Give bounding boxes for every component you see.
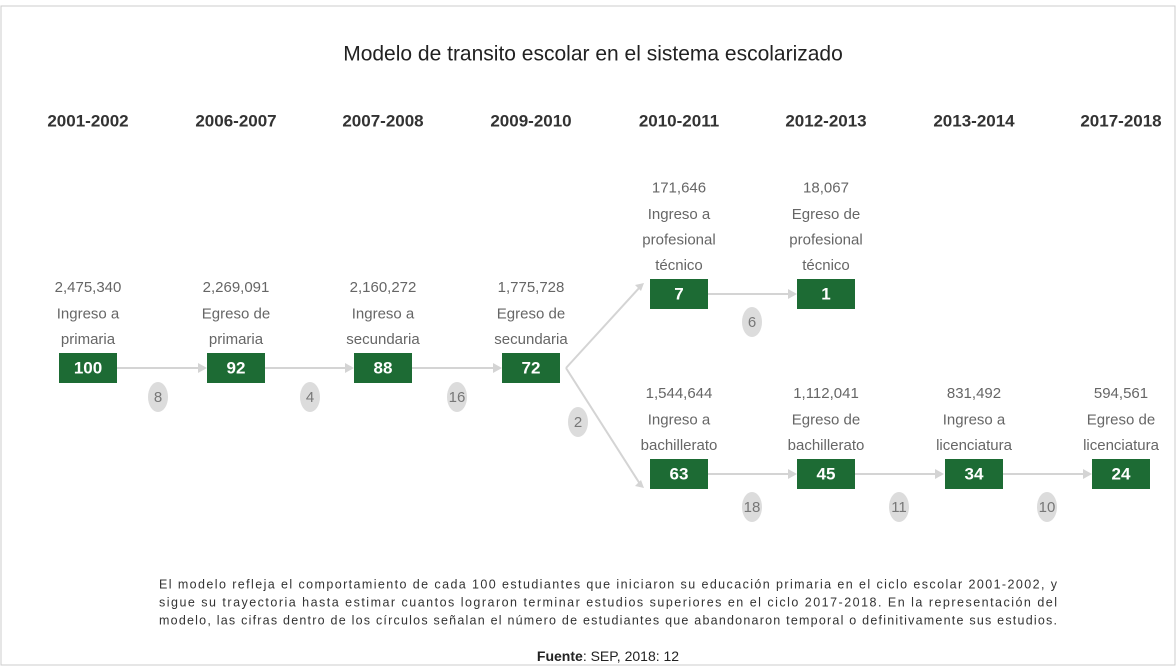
count: 171,646 <box>652 179 706 196</box>
value-box <box>797 279 855 309</box>
count: 1,112,041 <box>793 385 859 402</box>
label: licenciatura <box>1083 437 1160 454</box>
value-box <box>945 459 1003 489</box>
year: 2001-2002 <box>47 111 128 130</box>
arrowheads <box>198 283 1092 488</box>
label: profesional <box>642 231 715 248</box>
dropout-circle <box>742 307 762 337</box>
value: 1 <box>821 284 830 303</box>
dropout-circle <box>300 382 320 412</box>
value: 24 <box>1112 464 1131 483</box>
year: 2006-2007 <box>195 111 276 130</box>
dropout: 4 <box>306 389 314 406</box>
label: Egreso de <box>202 305 270 322</box>
value-box <box>502 353 560 383</box>
count: 1,544,644 <box>646 385 713 402</box>
value-box <box>1092 459 1150 489</box>
count: 2,269,091 <box>203 279 270 296</box>
label: bachillerato <box>641 437 718 454</box>
dropout-circle <box>148 382 168 412</box>
value: 34 <box>965 464 984 483</box>
dropout: 18 <box>744 499 761 516</box>
value-box <box>650 459 708 489</box>
label: primaria <box>209 331 264 348</box>
dropout: 16 <box>449 389 466 406</box>
dropout: 8 <box>154 389 162 406</box>
label: Ingreso a <box>943 411 1006 428</box>
value: 63 <box>670 464 689 483</box>
year: 2013-2014 <box>933 111 1015 130</box>
dropout-circle <box>568 407 588 437</box>
value-box <box>797 459 855 489</box>
label: secundaria <box>346 331 420 348</box>
label: Egreso de <box>792 206 860 223</box>
dropout-circle <box>1037 492 1057 522</box>
value-box <box>650 279 708 309</box>
dropout-circle <box>447 382 467 412</box>
note: El modelo refleja el comportamiento de c… <box>159 577 1058 591</box>
source: Fuente: SEP, 2018: 12 <box>537 648 679 664</box>
dropout-circle <box>889 492 909 522</box>
label: Ingreso a <box>648 206 711 223</box>
year: 2009-2010 <box>490 111 571 130</box>
label: bachillerato <box>788 437 865 454</box>
value: 100 <box>74 358 102 377</box>
year: 2017-2018 <box>1080 111 1161 130</box>
source-text: : SEP, 2018: 12 <box>583 648 679 664</box>
year: 2007-2008 <box>342 111 423 130</box>
label: Egreso de <box>792 411 860 428</box>
note: modelo, las cifras dentro de los círculo… <box>159 613 1057 627</box>
value: 88 <box>374 358 393 377</box>
value: 45 <box>817 464 836 483</box>
value: 72 <box>522 358 541 377</box>
label: Ingreso a <box>352 305 415 322</box>
count: 18,067 <box>803 179 849 196</box>
label: licenciatura <box>936 437 1013 454</box>
year: 2010-2011 <box>639 111 719 130</box>
value-box <box>207 353 265 383</box>
label: técnico <box>655 257 703 274</box>
label: secundaria <box>494 331 568 348</box>
dropout: 6 <box>748 314 756 331</box>
label: Ingreso a <box>648 411 711 428</box>
year: 2012-2013 <box>785 111 866 130</box>
note: sigue su trayectoria hasta estimar cuant… <box>159 595 1057 609</box>
title: Modelo de transito escolar en el sistema… <box>343 43 843 66</box>
count: 2,160,272 <box>350 279 417 296</box>
count: 2,475,340 <box>55 279 122 296</box>
label: primaria <box>61 331 116 348</box>
value-box <box>354 353 412 383</box>
dropout: 2 <box>574 414 582 431</box>
dropout: 10 <box>1039 499 1056 516</box>
label: Ingreso a <box>57 305 120 322</box>
dropout: 11 <box>891 499 907 516</box>
count: 1,775,728 <box>498 279 565 296</box>
source-label: Fuente <box>537 648 583 664</box>
label: Egreso de <box>1087 411 1155 428</box>
count: 594,561 <box>1094 385 1148 402</box>
frame <box>0 5 1176 666</box>
label: profesional <box>789 231 862 248</box>
value-box <box>59 353 117 383</box>
label: técnico <box>802 257 850 274</box>
dropout-circle <box>742 492 762 522</box>
value: 92 <box>227 358 246 377</box>
count: 831,492 <box>947 385 1001 402</box>
label: Egreso de <box>497 305 565 322</box>
arrows <box>117 286 1085 485</box>
value: 7 <box>674 284 683 303</box>
